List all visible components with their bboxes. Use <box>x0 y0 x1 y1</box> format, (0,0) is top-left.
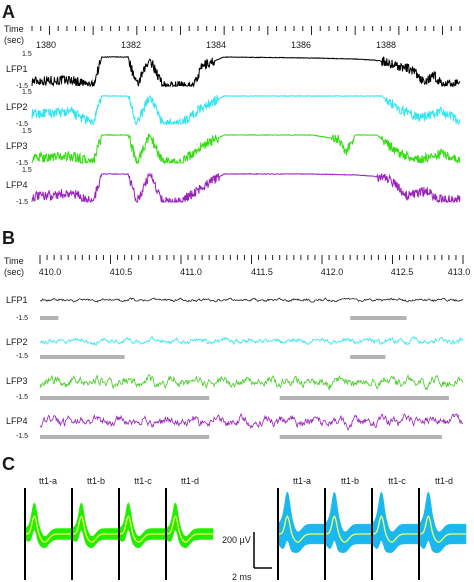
y-max-label: 1.5 <box>22 89 32 96</box>
panel-a-time-unit: (sec) <box>4 35 24 45</box>
channel-label: LFP3 <box>6 376 28 386</box>
y-min-label: -1.5 <box>16 353 28 360</box>
waveform-mean-right-tt1-d <box>419 515 466 543</box>
panel-a-letter: A <box>2 2 15 22</box>
waveform-mean-left-tt1-b <box>72 515 119 543</box>
panel-b-channel-labels: LFP1 -1.5 LFP2 -1.5 LFP3 -1.5 LFP4 -1.5 <box>6 295 28 440</box>
waveform-cloud-right-tt1-d <box>418 491 467 553</box>
panel-b-tick-label: 412.0 <box>321 267 344 277</box>
epoch-bar <box>279 435 442 439</box>
panel-a-tick-labels: 1380 1382 1384 1386 1388 <box>36 40 396 50</box>
epoch-bar <box>350 355 386 359</box>
panel-c-left-labels: tt1-a tt1-b tt1-c tt1-d <box>39 476 199 486</box>
panel-b-tick-label: 410.5 <box>110 267 133 277</box>
panel-a-traces <box>31 55 461 204</box>
panel-b-tick-label: 413.0 <box>448 267 471 277</box>
scale-bar: 200 µV 2 ms <box>222 532 272 582</box>
panel-b-tick-label: 412.5 <box>391 267 414 277</box>
epoch-bar <box>350 316 407 320</box>
epoch-bar <box>40 396 210 400</box>
panel-c-right-labels: tt1-a tt1-b tt1-c tt1-d <box>293 476 453 486</box>
waveform-label: tt1-b <box>87 476 105 486</box>
lfp-trace-lfp3 <box>39 373 464 392</box>
channel-label: LFP1 <box>6 64 28 74</box>
waveform-mean-left-tt1-c <box>119 515 166 543</box>
waveform-mean-left-tt1-d <box>166 515 213 543</box>
channel-label: LFP3 <box>6 141 28 151</box>
waveform-label: tt1-d <box>435 476 453 486</box>
waveform-mean-right-tt1-a <box>278 515 325 543</box>
lfp-trace-lfp2 <box>31 94 461 126</box>
waveform-label: tt1-b <box>341 476 359 486</box>
channel-label: LFP2 <box>6 102 28 112</box>
y-min-label: -1.5 <box>16 121 28 128</box>
channel-label: LFP2 <box>6 337 28 347</box>
lfp-trace-lfp4 <box>39 413 464 431</box>
waveform-mean-right-tt1-c <box>372 515 419 543</box>
y-min-label: -1.5 <box>16 394 28 401</box>
epoch-bar <box>40 355 125 359</box>
panel-b-tick-label: 411.5 <box>251 267 273 277</box>
lfp-trace-lfp2 <box>39 335 464 346</box>
y-max-label: 1.5 <box>22 51 32 58</box>
panel-b-time-ticks <box>39 255 464 264</box>
channel-label: LFP1 <box>6 295 28 305</box>
epoch-bar <box>40 435 210 439</box>
y-min-label: -1.5 <box>16 160 28 167</box>
panel-b-tick-label: 410.0 <box>39 267 62 277</box>
epoch-bar <box>279 396 449 400</box>
panel-b: B Time (sec) 410.0 410.5 411.0 411.5 412… <box>2 228 470 440</box>
y-min-label: -1.5 <box>16 315 28 322</box>
panel-a: A Time (sec) 1380 1382 1384 1386 1388 LF… <box>2 2 461 206</box>
panel-a-tick-label: 1380 <box>36 40 56 50</box>
panel-c: C tt1-a tt1-b tt1-c tt1-d tt1-a tt1-b tt… <box>2 454 467 582</box>
panel-b-time-label: Time <box>4 256 24 266</box>
panel-a-tick-label: 1386 <box>291 40 311 50</box>
panel-b-tick-label: 411.0 <box>180 267 202 277</box>
scale-voltage-label: 200 µV <box>222 535 251 545</box>
epoch-bar <box>40 316 59 320</box>
panel-b-traces <box>39 297 464 431</box>
panel-a-tick-label: 1382 <box>121 40 141 50</box>
waveform-label: tt1-d <box>181 476 199 486</box>
waveform-label: tt1-a <box>293 476 311 486</box>
channel-label: LFP4 <box>6 180 28 190</box>
y-max-label: 1.5 <box>22 167 32 174</box>
y-min-label: -1.5 <box>16 433 28 440</box>
waveform-mean-right-tt1-b <box>325 515 372 543</box>
lfp-trace-lfp1 <box>39 297 464 303</box>
y-max-label: 1.5 <box>22 128 32 135</box>
lfp-trace-lfp1 <box>31 55 461 88</box>
scale-time-label: 2 ms <box>232 572 252 582</box>
panel-a-tick-label: 1384 <box>206 40 226 50</box>
waveform-cloud-left-tt1-d <box>165 502 214 549</box>
panel-b-epoch-bars <box>40 316 449 439</box>
y-min-label: -1.5 <box>16 199 28 206</box>
waveform-label: tt1-c <box>134 476 152 486</box>
panel-c-letter: C <box>2 454 15 474</box>
panel-b-time-unit: (sec) <box>4 267 24 277</box>
panel-a-tick-label: 1388 <box>376 40 396 50</box>
lfp-trace-lfp4 <box>31 172 461 204</box>
channel-label: LFP4 <box>6 416 28 426</box>
waveform-label: tt1-a <box>39 476 57 486</box>
panel-c-waveforms <box>24 488 467 580</box>
waveform-mean-left-tt1-a <box>25 515 72 543</box>
panel-a-channel-labels: LFP1 1.5 -1.5 LFP2 1.5 -1.5 LFP3 1.5 -1.… <box>6 51 32 206</box>
y-min-label: -1.5 <box>16 83 28 90</box>
panel-a-time-ticks <box>31 26 461 35</box>
panel-a-time-label: Time <box>4 24 24 34</box>
panel-b-tick-labels: 410.0 410.5 411.0 411.5 412.0 412.5 413.… <box>39 267 471 277</box>
panel-b-letter: B <box>2 228 15 248</box>
waveform-label: tt1-c <box>388 476 406 486</box>
lfp-trace-lfp3 <box>31 133 461 165</box>
